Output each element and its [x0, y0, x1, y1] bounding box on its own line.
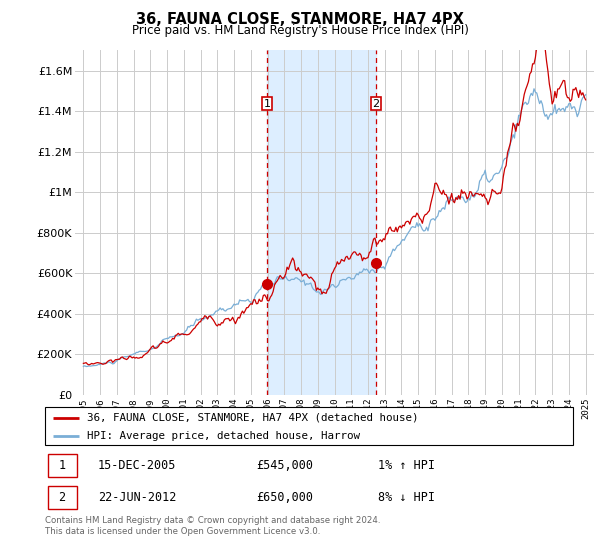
FancyBboxPatch shape	[262, 97, 272, 110]
Bar	[267, 50, 376, 395]
Text: 1: 1	[59, 459, 66, 472]
FancyBboxPatch shape	[47, 486, 77, 509]
Text: 1% ↑ HPI: 1% ↑ HPI	[377, 459, 434, 472]
Text: £545,000: £545,000	[256, 459, 313, 472]
Text: 36, FAUNA CLOSE, STANMORE, HA7 4PX: 36, FAUNA CLOSE, STANMORE, HA7 4PX	[136, 12, 464, 27]
FancyBboxPatch shape	[47, 454, 77, 477]
Text: 8% ↓ HPI: 8% ↓ HPI	[377, 491, 434, 504]
Text: £650,000: £650,000	[256, 491, 313, 504]
FancyBboxPatch shape	[45, 407, 573, 445]
Text: HPI: Average price, detached house, Harrow: HPI: Average price, detached house, Harr…	[87, 431, 360, 441]
Text: 15-DEC-2005: 15-DEC-2005	[98, 459, 176, 472]
Text: 36, FAUNA CLOSE, STANMORE, HA7 4PX (detached house): 36, FAUNA CLOSE, STANMORE, HA7 4PX (deta…	[87, 413, 419, 423]
Text: 22-JUN-2012: 22-JUN-2012	[98, 491, 176, 504]
FancyBboxPatch shape	[371, 97, 380, 110]
Text: Contains HM Land Registry data © Crown copyright and database right 2024.
This d: Contains HM Land Registry data © Crown c…	[45, 516, 380, 536]
Text: 1: 1	[263, 99, 271, 109]
Text: 2: 2	[372, 99, 379, 109]
Text: 2: 2	[59, 491, 66, 504]
Text: Price paid vs. HM Land Registry's House Price Index (HPI): Price paid vs. HM Land Registry's House …	[131, 24, 469, 36]
